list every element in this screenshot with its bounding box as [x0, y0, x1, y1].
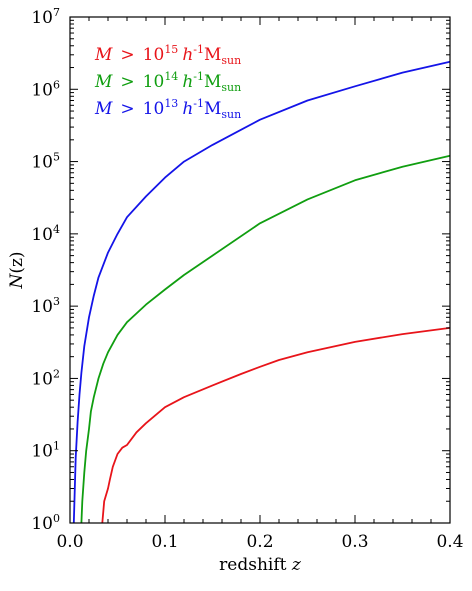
series-line-2 [72, 60, 451, 524]
series-line-0 [101, 327, 451, 524]
y-tick-label: 105 [31, 151, 60, 173]
y-axis-title: N(z) [7, 251, 27, 289]
y-tick-label: 106 [31, 78, 60, 100]
y-tick-label: 101 [31, 440, 60, 462]
series-lines [72, 60, 451, 524]
legend-entry-2: M >1013 h-1Msun [94, 97, 241, 121]
series-line-1 [80, 154, 451, 524]
x-axis-title: redshift z [219, 555, 302, 575]
y-tick-label: 103 [31, 295, 60, 317]
legend: M >1015 h-1Msun M >1014 h-1Msun M >1013 h-1Msun [94, 43, 241, 121]
plot-frame [69, 16, 451, 524]
y-tick-label: 100 [31, 512, 60, 534]
axis-ticks: 0.0 0.1 0.2 0.3 0.4 100 101 102 103 104 105 106 107 [31, 6, 463, 552]
legend-entry-0: M >1015 h-1Msun [94, 43, 241, 67]
x-tick-label: 0.1 [151, 532, 178, 552]
legend-entry-1: M >1014 h-1Msun [94, 70, 241, 94]
y-tick-label: 107 [31, 6, 60, 28]
x-tick-label: 0.2 [246, 532, 273, 552]
x-tick-label: 0.3 [341, 532, 368, 552]
y-tick-label: 102 [31, 367, 60, 389]
x-tick-label: 0.0 [56, 532, 83, 552]
x-tick-label: 0.4 [436, 532, 463, 552]
y-tick-label: 104 [31, 223, 60, 245]
